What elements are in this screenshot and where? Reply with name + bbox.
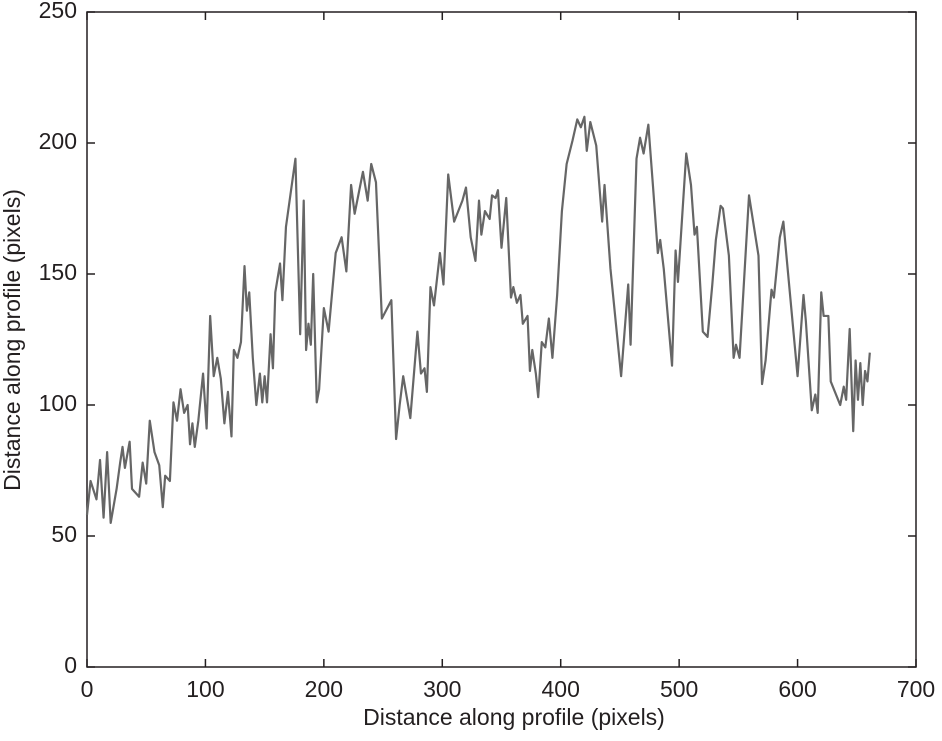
x-tick-label: 300 [423, 676, 461, 702]
x-tick-label: 700 [897, 676, 935, 702]
x-tick-label: 200 [305, 676, 343, 702]
x-tick-label: 0 [81, 676, 94, 702]
y-tick-label: 100 [39, 390, 77, 416]
plot-frame [86, 11, 917, 668]
x-tick-label: 500 [660, 676, 698, 702]
y-tick-label: 250 [39, 0, 77, 23]
x-tick-label: 600 [778, 676, 816, 702]
y-tick-label: 200 [39, 128, 77, 154]
y-tick-label: 150 [39, 259, 77, 285]
x-tick-label: 400 [542, 676, 580, 702]
profile-line [85, 115, 871, 524]
y-tick-label: 50 [51, 521, 77, 547]
x-axis-label: Distance along profile (pixels) [363, 704, 665, 730]
y-axis-label: Distance along profile (pixels) [0, 189, 25, 491]
y-tick-label: 0 [64, 652, 77, 678]
x-tick-label: 100 [186, 676, 224, 702]
